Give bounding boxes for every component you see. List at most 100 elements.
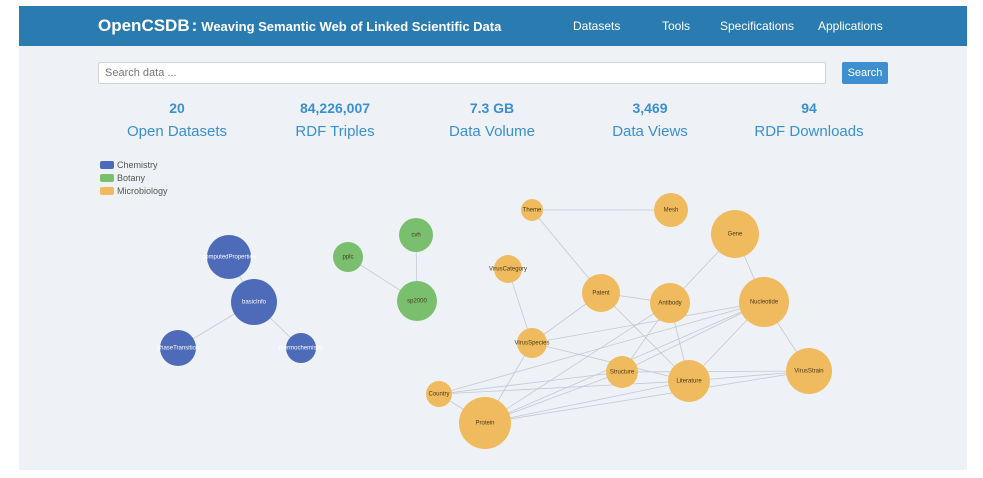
legend-swatch [100, 160, 114, 169]
graph-node-label: Structure [610, 370, 635, 376]
graph-node-circle[interactable] [399, 218, 433, 252]
graph-node-circle[interactable] [207, 235, 251, 279]
graph-node-label: basicInfo [242, 300, 267, 306]
graph-node[interactable]: Gene [711, 210, 759, 258]
graph-node[interactable]: Antibody [650, 283, 690, 323]
stat-label[interactable]: Data Views [612, 123, 688, 140]
graph-node-label: Country [428, 392, 449, 398]
graph-node[interactable]: cvh [399, 218, 433, 252]
graph-node[interactable]: computedProperties [202, 235, 256, 279]
nav-specifications[interactable]: Specifications [720, 19, 795, 33]
graph-node[interactable]: Theme [521, 199, 543, 221]
graph-node-circle[interactable] [286, 333, 316, 363]
graph-node[interactable]: Nucleotide [739, 277, 789, 327]
stat-open-datasets: 20 Open Datasets [102, 100, 252, 140]
graph-node-circle[interactable] [517, 328, 547, 358]
graph-node[interactable]: Structure [606, 356, 638, 388]
graph-node[interactable]: basicInfo [231, 279, 277, 325]
graph-node-label: Theme [523, 208, 542, 214]
graph-node-label: Protein [475, 421, 494, 427]
graph-link [484, 370, 810, 424]
graph-node-label: sp2000 [407, 299, 427, 305]
top-navbar: OpenCSDB: Weaving Semantic Web of Linked … [19, 6, 967, 46]
graph-node[interactable]: thermochemistry [279, 333, 323, 363]
graph-node-circle[interactable] [606, 356, 638, 388]
graph-nodes: computedProperties basicInfo phaseTransiti… [157, 193, 832, 449]
graph-node-circle[interactable] [654, 193, 688, 227]
stat-label[interactable]: RDF Triples [295, 123, 375, 140]
stat-data-views: 3,469 Data Views [575, 100, 725, 140]
brand[interactable]: OpenCSDB: Weaving Semantic Web of Linked … [98, 16, 501, 36]
nav-datasets[interactable]: Datasets [573, 19, 621, 33]
graph-node-label: cvh [411, 233, 420, 239]
graph-link [438, 380, 690, 395]
graph-node-label: Nucleotide [750, 300, 779, 306]
stat-data-volume: 7.3 GB Data Volume [417, 100, 567, 140]
graph-node-label: VirusCategory [489, 267, 527, 273]
legend-item-chemistry[interactable]: Chemistry [100, 158, 168, 171]
graph-node[interactable]: sp2000 [397, 281, 437, 321]
graph-node-label: Patent [592, 291, 610, 297]
graph-node[interactable]: phaseTransition [157, 330, 199, 366]
stat-value: 94 [801, 100, 817, 116]
stat-label[interactable]: Open Datasets [126, 123, 228, 140]
graph-node-circle[interactable] [711, 210, 759, 258]
graph-node-label: VirusStrain [794, 369, 823, 375]
search-input[interactable] [98, 62, 826, 84]
graph-node[interactable]: VirusCategory [489, 255, 527, 283]
graph-node-label: thermochemistry [279, 346, 323, 352]
graph-node-circle[interactable] [494, 255, 522, 283]
graph-node-circle[interactable] [426, 381, 452, 407]
legend-swatch [100, 186, 114, 195]
graph-node-label: Gene [728, 232, 743, 238]
legend-label: Botany [117, 172, 146, 183]
graph-node[interactable]: VirusSpecies [515, 328, 550, 358]
search-button[interactable]: Search [842, 62, 888, 84]
graph-node-circle[interactable] [160, 330, 196, 366]
legend-label: Microbiology [117, 185, 168, 196]
stat-label[interactable]: Data Volume [449, 123, 535, 140]
graph-node-circle[interactable] [582, 274, 620, 312]
graph-node[interactable]: Patent [582, 274, 620, 312]
graph-legend: Chemistry Botany Microbiology [100, 158, 168, 197]
graph-node[interactable]: Mesh [654, 193, 688, 227]
nav-applications[interactable]: Applications [818, 19, 883, 33]
stat-value: 3,469 [632, 100, 668, 116]
graph-link [484, 380, 690, 424]
graph-node-circle[interactable] [231, 279, 277, 325]
graph-node[interactable]: Country [426, 381, 452, 407]
graph-node[interactable]: pplc [333, 242, 363, 272]
graph-node-label: Mesh [664, 208, 679, 214]
brand-name: OpenCSDB [98, 16, 190, 35]
graph-node-circle[interactable] [521, 199, 543, 221]
nav-tools[interactable]: Tools [662, 19, 691, 33]
brand-colon: : [191, 16, 198, 35]
graph-link [621, 370, 810, 373]
graph-node[interactable]: VirusStrain [786, 348, 832, 394]
legend-swatch [100, 173, 114, 182]
graph-node-label: pplc [342, 255, 353, 261]
graph-node-circle[interactable] [786, 348, 832, 394]
app-frame: OpenCSDB: Weaving Semantic Web of Linked … [19, 6, 967, 470]
graph-link [438, 301, 765, 395]
graph-node-circle[interactable] [650, 283, 690, 323]
graph-node-circle[interactable] [397, 281, 437, 321]
stat-rdf-triples: 84,226,007 RDF Triples [260, 100, 410, 140]
graph-node-label: VirusSpecies [515, 341, 550, 347]
graph-node-circle[interactable] [668, 360, 710, 402]
stat-label[interactable]: RDF Downloads [754, 123, 864, 140]
graph-link [438, 371, 623, 395]
graph-link [484, 302, 671, 424]
legend-item-botany[interactable]: Botany [100, 171, 168, 184]
stat-value: 7.3 GB [469, 100, 515, 116]
graph-node-circle[interactable] [739, 277, 789, 327]
stat-rdf-downloads: 94 RDF Downloads [734, 100, 884, 140]
graph-node[interactable]: Protein [459, 397, 511, 449]
graph-node-label: phaseTransition [157, 346, 199, 352]
legend-item-microbiology[interactable]: Microbiology [100, 184, 168, 197]
graph-node-circle[interactable] [459, 397, 511, 449]
stat-value: 20 [169, 100, 185, 116]
graph-link [531, 301, 765, 344]
graph-node[interactable]: Literature [668, 360, 710, 402]
graph-node-circle[interactable] [333, 242, 363, 272]
